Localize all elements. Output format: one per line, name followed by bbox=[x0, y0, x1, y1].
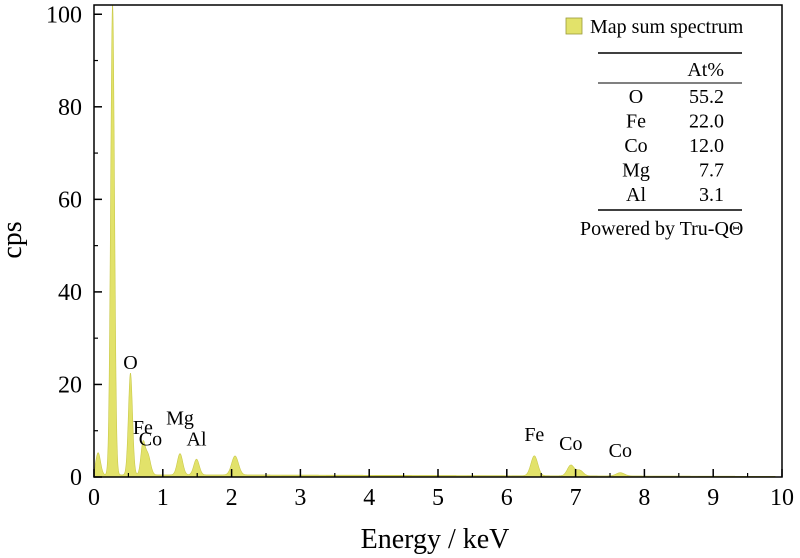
x-tick-label: 2 bbox=[226, 485, 238, 511]
legend-swatch bbox=[565, 17, 583, 35]
peak-label: Co bbox=[139, 429, 162, 451]
peak-label: Al bbox=[187, 429, 207, 451]
x-tick-label: 5 bbox=[432, 485, 444, 511]
y-tick-label: 20 bbox=[58, 372, 82, 398]
x-tick-label: 0 bbox=[88, 485, 100, 511]
y-tick-label: 60 bbox=[58, 187, 82, 213]
x-tick-label: 4 bbox=[363, 485, 375, 511]
y-tick-label: 80 bbox=[58, 95, 82, 121]
table-element: Co bbox=[624, 135, 647, 157]
table-value: 22.0 bbox=[689, 111, 724, 133]
peak-label: Mg bbox=[166, 408, 194, 430]
y-tick-label: 40 bbox=[58, 280, 82, 306]
peak-label: Co bbox=[559, 433, 582, 455]
x-tick-label: 8 bbox=[638, 485, 650, 511]
x-tick-label: 7 bbox=[570, 485, 582, 511]
x-tick-label: 3 bbox=[294, 485, 306, 511]
y-tick-label: 100 bbox=[46, 2, 82, 28]
table-value: 55.2 bbox=[689, 86, 724, 108]
y-tick-label: 0 bbox=[70, 465, 82, 491]
peak-label: O bbox=[123, 352, 137, 374]
table-element: Al bbox=[626, 184, 646, 206]
y-axis-title: cps bbox=[0, 221, 28, 258]
spectrum-layer bbox=[93, 4, 776, 478]
table-value: 3.1 bbox=[699, 184, 724, 206]
x-tick-label: 9 bbox=[707, 485, 719, 511]
x-tick-label: 6 bbox=[501, 485, 513, 511]
x-tick-label: 1 bbox=[157, 485, 169, 511]
x-axis-title: Energy / keV bbox=[361, 524, 510, 555]
peak-label: Co bbox=[609, 440, 632, 462]
table-value: 7.7 bbox=[699, 160, 724, 182]
x-tick-label: 10 bbox=[770, 485, 794, 511]
table-value: 12.0 bbox=[689, 135, 724, 157]
table-element: Fe bbox=[626, 111, 646, 133]
legend-layer: Map sum spectrum At% O 55.2 Fe 22.0 Co 12.0 Mg 7.… bbox=[565, 16, 744, 240]
peak-label: Fe bbox=[524, 424, 544, 446]
table-footer: Powered by Tru-QΘ bbox=[580, 218, 743, 240]
table-element: Mg bbox=[622, 160, 650, 182]
table-element: O bbox=[629, 86, 643, 108]
legend-label: Map sum spectrum bbox=[590, 16, 744, 38]
table-header: At% bbox=[687, 59, 724, 81]
plot-frame bbox=[93, 4, 783, 478]
spectrum-area bbox=[93, 4, 776, 478]
peak-label: Fe bbox=[133, 417, 153, 439]
